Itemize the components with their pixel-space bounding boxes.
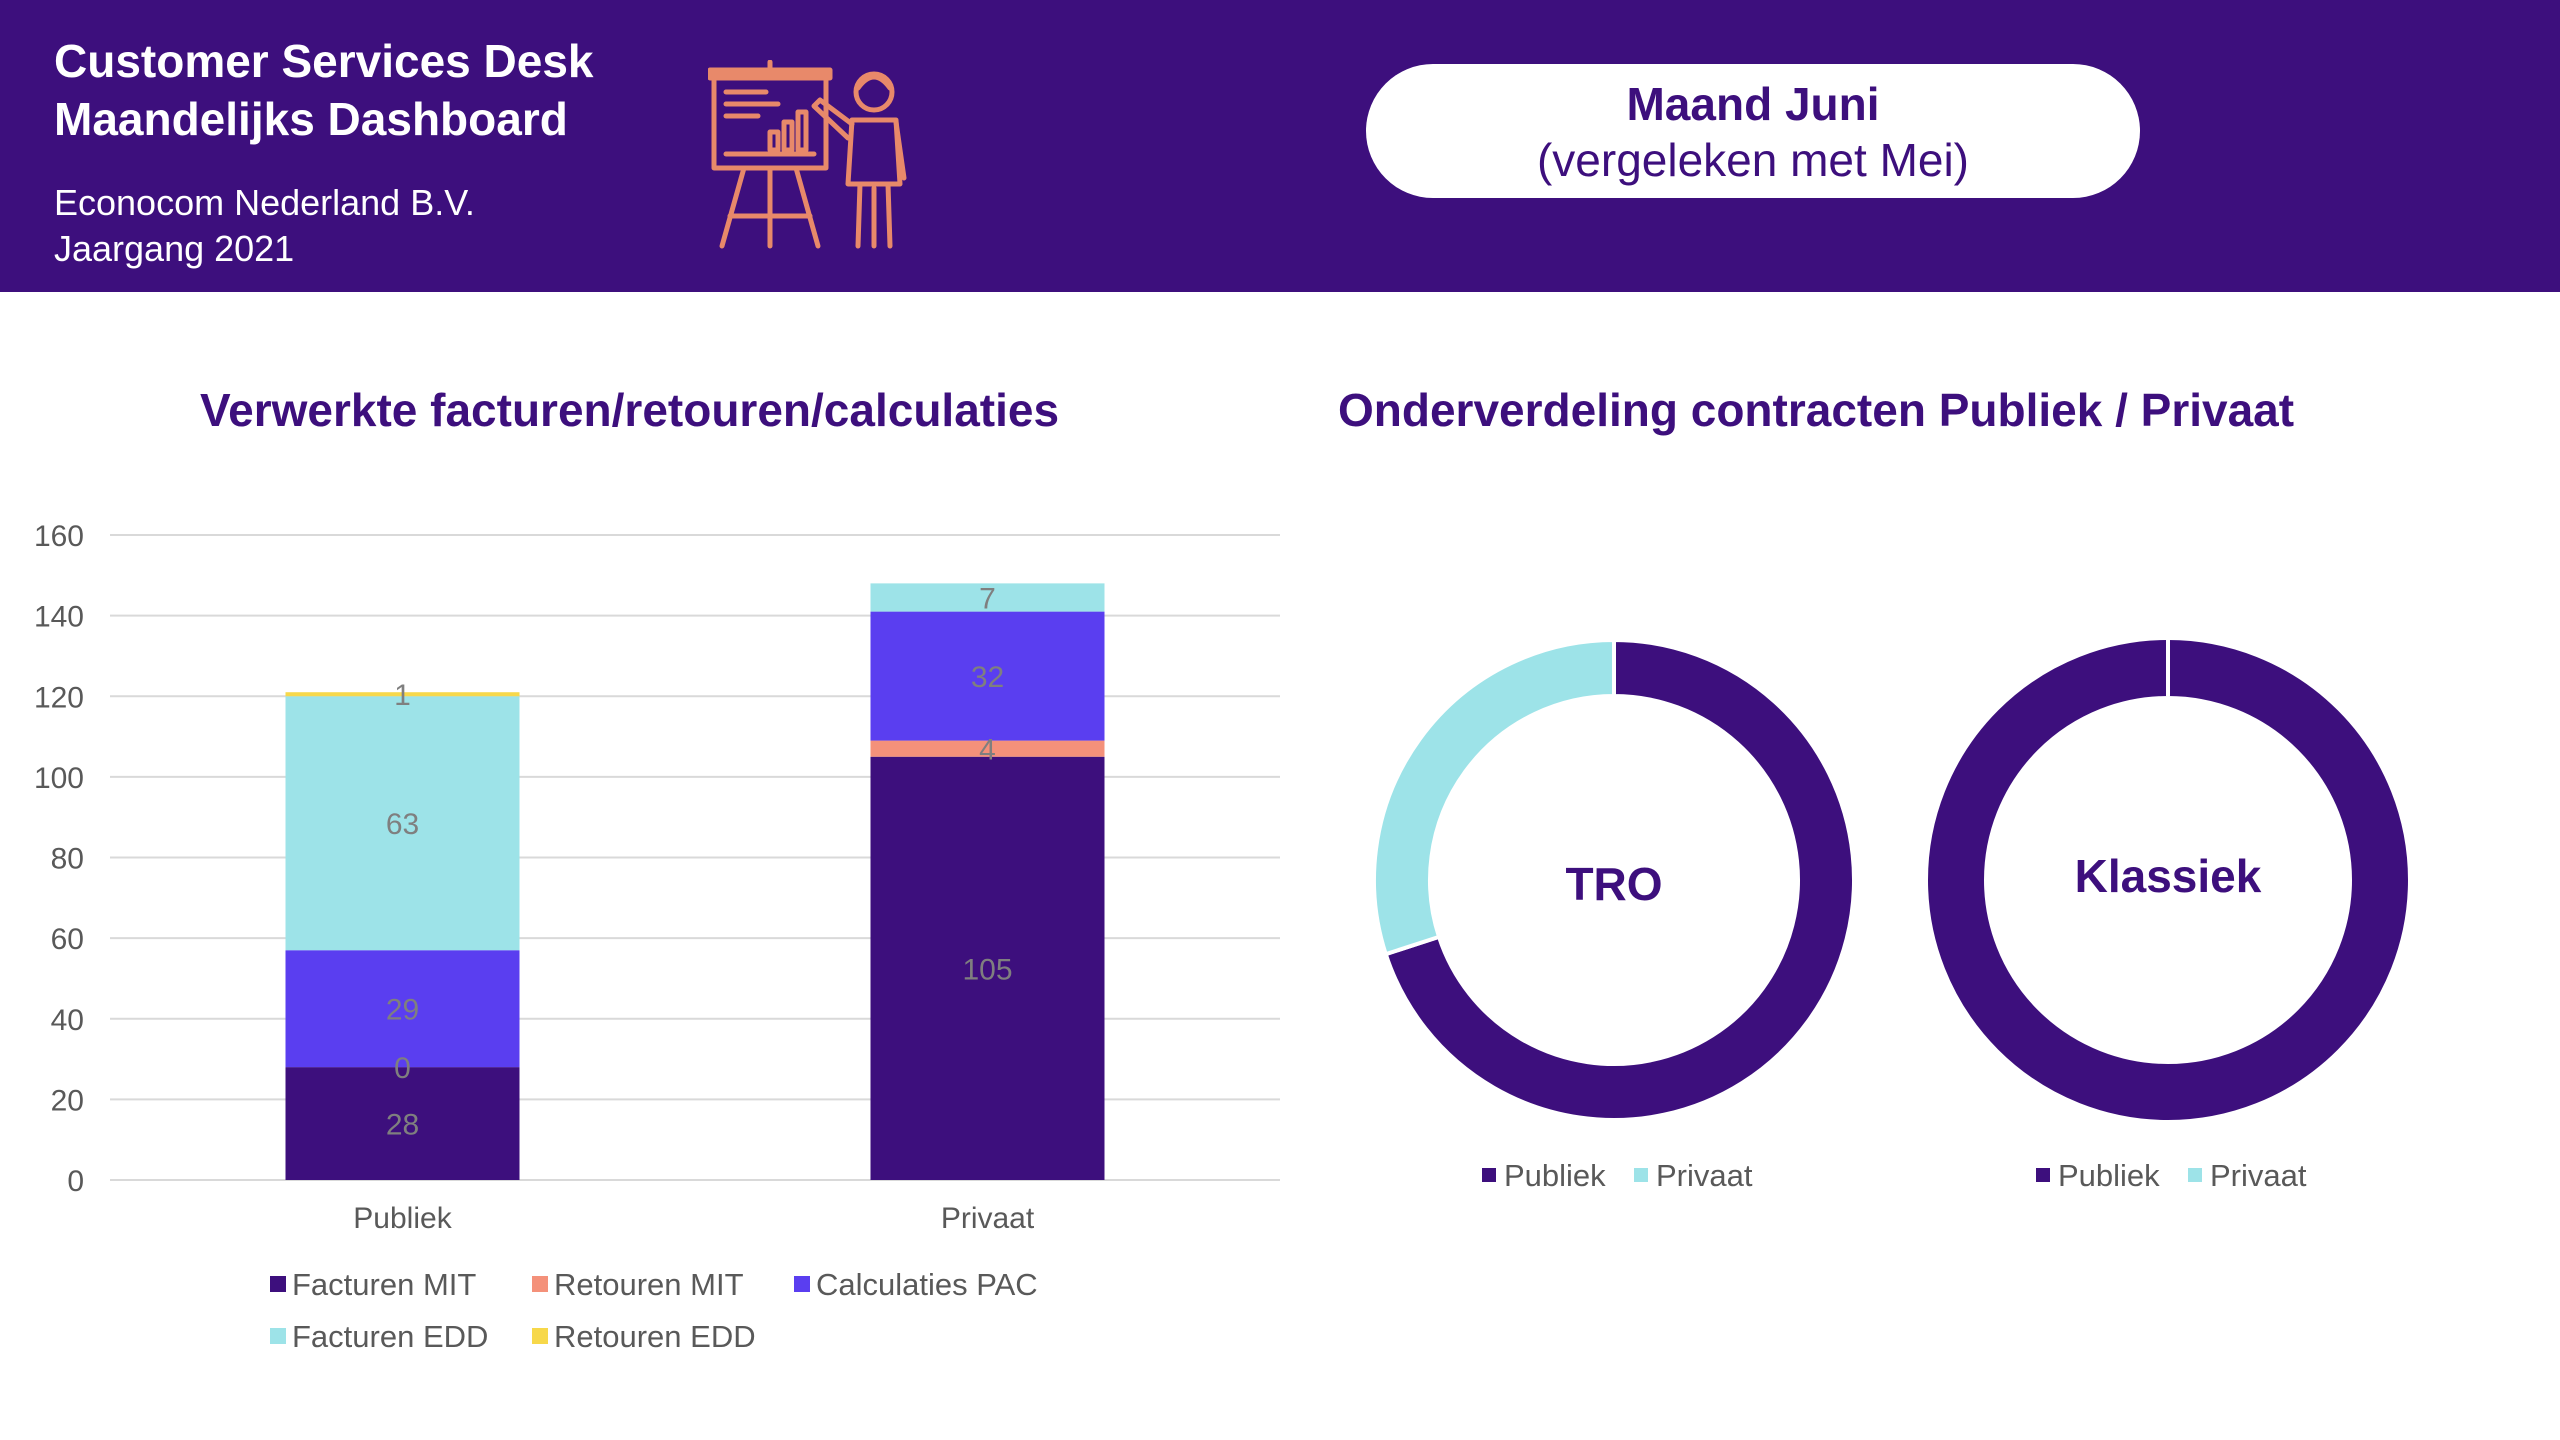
bar-segment (870, 611, 1105, 741)
y-tick-label: 0 (67, 1165, 84, 1198)
stacked-bar-chart: 0 20 40 60 80 100 120 140 160 28 0 29 63 1 Publiek 105 4… (34, 520, 1280, 1354)
company-info: Econocom Nederland B.V. Jaargang 2021 (54, 180, 475, 272)
donut-center-label: Klassiek (2075, 850, 2262, 902)
legend-label: Retouren EDD (554, 1319, 756, 1354)
bar-segment (870, 583, 1105, 612)
y-tick-label: 140 (34, 601, 84, 634)
presentation-icon (707, 59, 914, 252)
dashboard-title-line1: Customer Services Desk (54, 35, 594, 87)
y-tick-label: 80 (51, 843, 84, 876)
data-label: 32 (971, 661, 1004, 694)
x-tick-label: Publiek (353, 1202, 452, 1235)
month-selector: Maand Juni (vergeleken met Mei) (1366, 64, 2140, 198)
donut-slice (1383, 637, 1856, 1122)
x-tick-label: Privaat (941, 1202, 1035, 1235)
bar-chart-title: Verwerkte facturen/retouren/calculaties (200, 384, 1060, 436)
y-tick-label: 120 (34, 681, 84, 714)
data-label: 63 (386, 808, 419, 841)
legend-swatch (270, 1328, 286, 1344)
data-label: 7 (979, 582, 996, 615)
dashboard-title-line2: Maandelijks Dashboard (54, 93, 568, 145)
legend-label: Privaat (1656, 1158, 1753, 1193)
legend-swatch (1482, 1168, 1496, 1182)
donut-slice (1372, 637, 1616, 957)
bar-segment (285, 950, 520, 1068)
bar-segment (285, 692, 520, 697)
year-label: Jaargang 2021 (54, 228, 295, 269)
data-label: 28 (386, 1109, 419, 1142)
legend-label: Publiek (1504, 1158, 1606, 1193)
dashboard-title: Customer Services Desk Maandelijks Dashb… (54, 32, 594, 148)
legend-label: Privaat (2210, 1158, 2307, 1193)
y-tick-label: 60 (51, 923, 84, 956)
bar-segment (870, 756, 1105, 1180)
y-tick-label: 100 (34, 762, 84, 795)
legend-swatch (532, 1328, 548, 1344)
legend-swatch (532, 1276, 548, 1292)
data-label: 0 (394, 1052, 411, 1085)
data-label: 4 (979, 734, 996, 767)
y-tick-label: 20 (51, 1084, 84, 1117)
legend-label: Facturen MIT (292, 1267, 476, 1302)
legend-label: Calculaties PAC (816, 1267, 1038, 1302)
donut-center-label: TRO (1565, 858, 1662, 910)
data-label: 1 (394, 679, 411, 712)
legend-label: Publiek (2058, 1158, 2160, 1193)
legend-label: Facturen EDD (292, 1319, 488, 1354)
legend-swatch (2036, 1168, 2050, 1182)
month-comparison: (vergeleken met Mei) (1536, 134, 1970, 186)
header-banner: Customer Services Desk Maandelijks Dashb… (0, 0, 2560, 292)
legend-swatch (794, 1276, 810, 1292)
month-label: Maand Juni (1626, 78, 1880, 130)
donut-charts: TRO Publiek Privaat Klassiek Publiek Privaat (1372, 637, 2408, 1193)
data-label: 29 (386, 994, 419, 1027)
bar-segment (870, 740, 1105, 757)
bar-segment (285, 1067, 520, 1180)
legend-swatch (270, 1276, 286, 1292)
donut-section-title: Onderverdeling contracten Publiek / Priv… (1338, 384, 2295, 436)
legend-swatch (2188, 1168, 2202, 1182)
y-tick-label: 160 (34, 520, 84, 553)
data-label: 105 (962, 953, 1012, 986)
legend-label: Retouren MIT (554, 1267, 744, 1302)
bar-segment (285, 696, 520, 951)
company-name: Econocom Nederland B.V. (54, 182, 475, 223)
y-tick-label: 40 (51, 1004, 84, 1037)
legend-swatch (1634, 1168, 1648, 1182)
